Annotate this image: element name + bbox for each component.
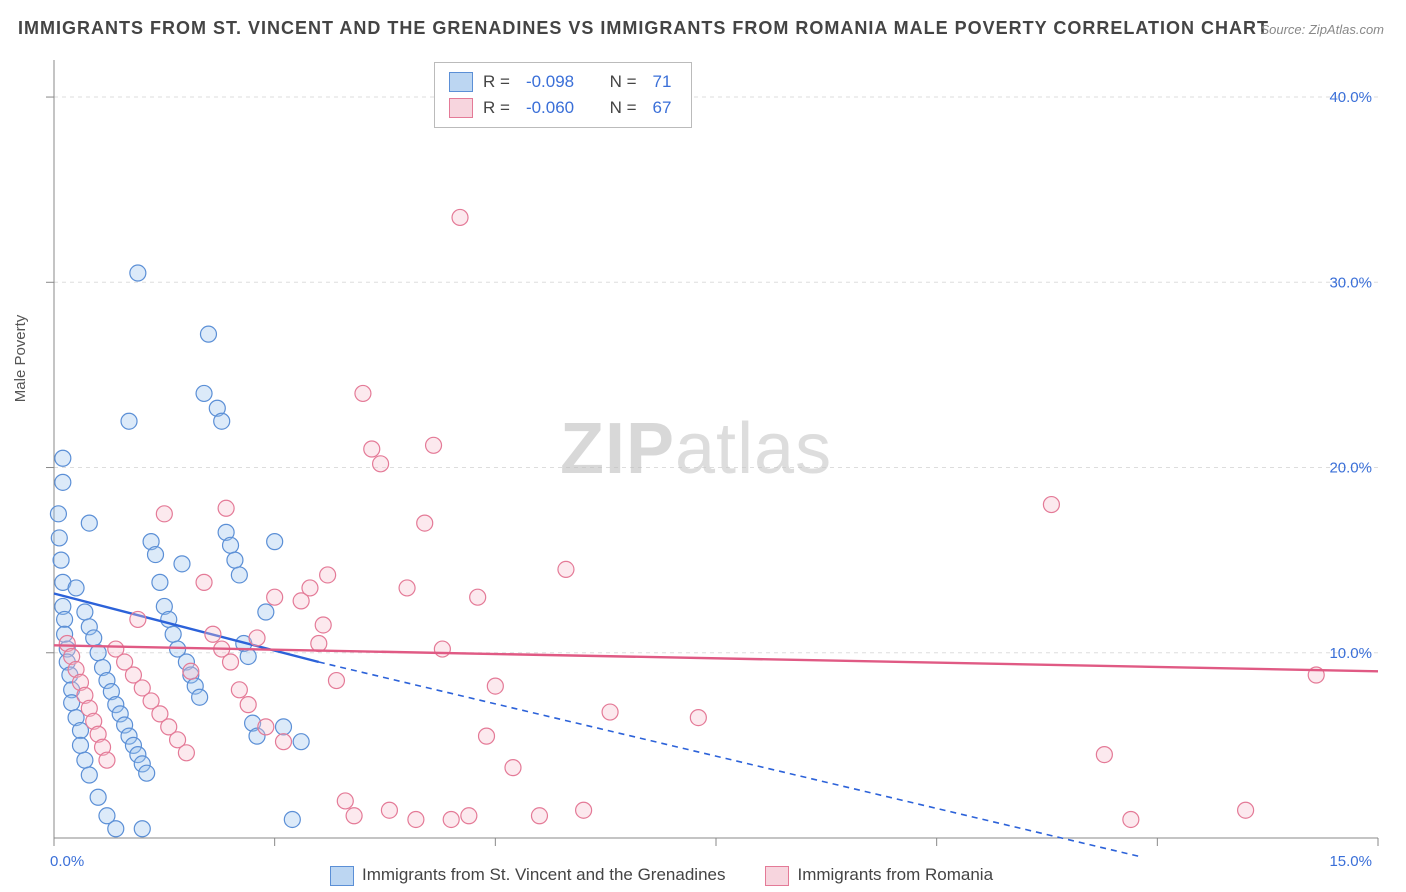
legend-row-rom: R = -0.060 N = 67	[449, 95, 677, 121]
scatter-plot: 0.0% 15.0% 10.0% 20.0% 30.0% 40.0%	[0, 0, 1406, 892]
svg-text:40.0%: 40.0%	[1329, 89, 1372, 106]
svg-text:30.0%: 30.0%	[1329, 274, 1372, 291]
svg-text:15.0%: 15.0%	[1329, 853, 1372, 870]
series-legend: Immigrants from St. Vincent and the Gren…	[330, 865, 993, 886]
legend-item-rom: Immigrants from Romania	[765, 865, 993, 886]
legend-item-svg: Immigrants from St. Vincent and the Gren…	[330, 865, 725, 886]
svg-text:10.0%: 10.0%	[1329, 645, 1372, 662]
svg-text:0.0%: 0.0%	[50, 853, 84, 870]
svg-text:20.0%: 20.0%	[1329, 460, 1372, 477]
legend-row-svg: R = -0.098 N = 71	[449, 69, 677, 95]
correlation-legend: R = -0.098 N = 71R = -0.060 N = 67	[434, 62, 692, 128]
